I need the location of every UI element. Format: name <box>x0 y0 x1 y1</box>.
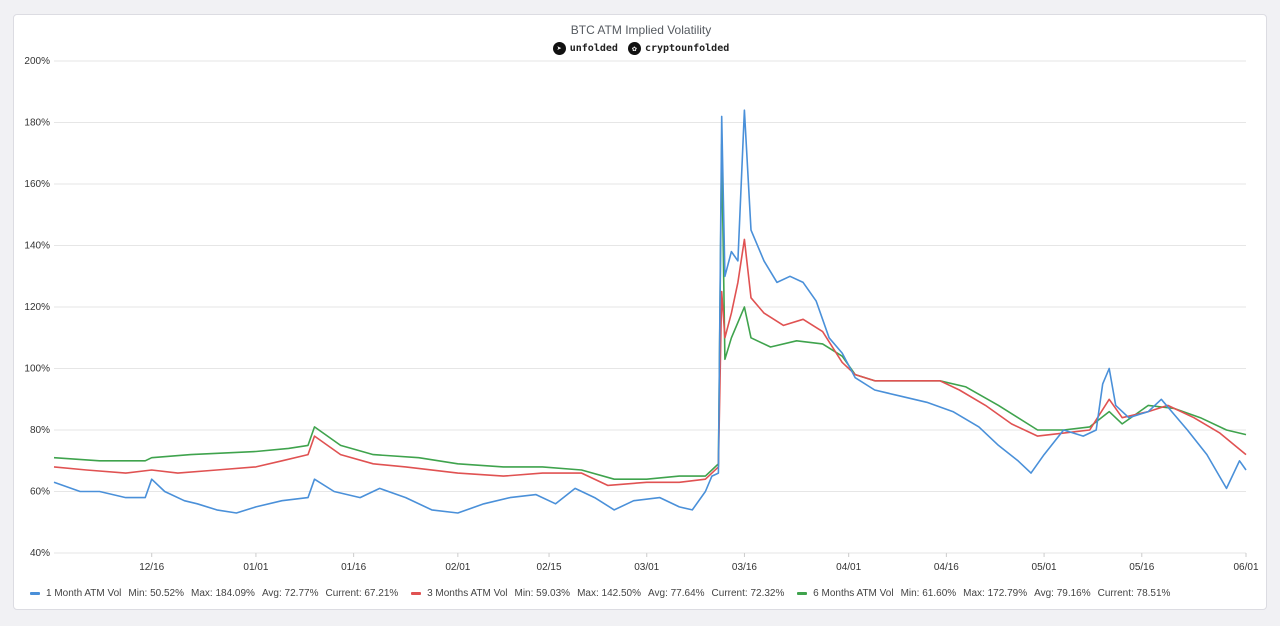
chart-subtitle: ➤ unfolded ✿ cryptounfolded <box>14 42 1268 55</box>
line-chart: 40% 60% 80% 100% 120% 140% 160% 180% 200% 12/16 01… <box>24 56 1259 573</box>
legend-item-6m[interactable]: 6 Months ATM Vol Min: 61.60% Max: 172.79… <box>797 588 1170 599</box>
legend-item-1m[interactable]: 1 Month ATM Vol Min: 50.52% Max: 184.09%… <box>30 588 398 599</box>
x-tick-label: 01/16 <box>341 562 366 573</box>
legend-avg-3m: Avg: 77.64% <box>648 588 705 599</box>
legend-current-3m: Current: 72.32% <box>711 588 785 599</box>
legend-name-1m: 1 Month ATM Vol <box>46 588 122 599</box>
x-tick-label: 03/16 <box>732 562 757 573</box>
legend-max-3m: Max: 142.50% <box>577 588 642 599</box>
legend-swatch-3m <box>411 592 422 595</box>
legend-item-3m[interactable]: 3 Months ATM Vol Min: 59.03% Max: 142.50… <box>411 588 784 599</box>
x-tick-label: 04/16 <box>934 562 959 573</box>
x-tick-label: 05/16 <box>1129 562 1154 573</box>
x-tick-label: 06/01 <box>1233 562 1258 573</box>
series-line-3-months-atm-vol <box>53 238 1247 487</box>
chart-card: BTC ATM Implied Volatility ➤ unfolded ✿ … <box>13 14 1267 610</box>
x-tick-label: 02/01 <box>445 562 470 573</box>
y-tick-label: 120% <box>24 302 50 313</box>
legend: 1 Month ATM Vol Min: 50.52% Max: 184.09%… <box>30 587 1180 599</box>
legend-avg-6m: Avg: 79.16% <box>1034 588 1091 599</box>
legend-current-1m: Current: 67.21% <box>325 588 399 599</box>
telegram-handle: unfolded <box>569 43 618 54</box>
y-tick-label: 200% <box>24 56 50 67</box>
y-tick-label: 80% <box>30 425 50 436</box>
twitter-icon: ✿ <box>627 42 641 55</box>
y-tick-label: 160% <box>24 179 50 190</box>
legend-swatch-1m <box>30 592 40 595</box>
y-tick-label: 140% <box>24 241 50 252</box>
legend-avg-1m: Avg: 72.77% <box>261 588 319 599</box>
chart-title: BTC ATM Implied Volatility <box>570 23 712 37</box>
x-tick-label: 02/15 <box>537 562 562 573</box>
twitter-group[interactable]: ✿ cryptounfolded <box>627 42 730 55</box>
x-tick-label: 05/01 <box>1032 562 1057 573</box>
x-tick-label: 01/01 <box>243 562 268 573</box>
legend-min-3m: Min: 59.03% <box>514 588 571 599</box>
x-tick-label: 04/01 <box>836 562 861 573</box>
legend-name-6m: 6 Months ATM Vol <box>813 588 894 599</box>
legend-max-1m: Max: 184.09% <box>191 588 255 599</box>
legend-min-6m: Min: 61.60% <box>900 588 957 599</box>
telegram-group[interactable]: ➤ unfolded <box>552 42 618 55</box>
y-tick-label: 180% <box>24 118 50 129</box>
legend-min-1m: Min: 50.52% <box>128 588 184 599</box>
y-tick-label: 60% <box>30 487 50 498</box>
y-tick-label: 100% <box>24 364 50 375</box>
series-line-6-months-atm-vol <box>53 143 1247 480</box>
legend-max-6m: Max: 172.79% <box>963 588 1028 599</box>
x-tick-label: 12/16 <box>139 562 164 573</box>
twitter-handle: cryptounfolded <box>644 43 730 54</box>
telegram-icon: ➤ <box>552 42 566 55</box>
x-tick-label: 03/01 <box>634 562 659 573</box>
legend-name-3m: 3 Months ATM Vol <box>427 588 508 599</box>
y-tick-label: 40% <box>30 548 50 559</box>
legend-current-6m: Current: 78.51% <box>1097 588 1171 599</box>
legend-swatch-6m <box>797 592 808 595</box>
series-line-1-month-atm-vol <box>53 109 1247 514</box>
